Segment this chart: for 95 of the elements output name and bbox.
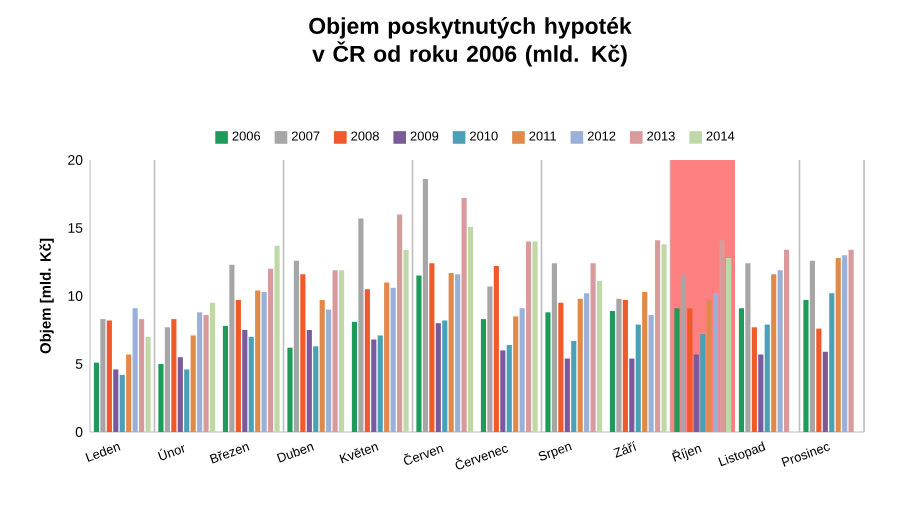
bar xyxy=(661,244,667,432)
bar xyxy=(764,324,770,432)
bar xyxy=(93,362,100,432)
bar xyxy=(706,300,712,432)
bar xyxy=(738,308,745,432)
bar xyxy=(842,255,848,432)
bar xyxy=(197,312,203,432)
bar xyxy=(248,336,254,432)
bar xyxy=(119,374,125,432)
bar xyxy=(700,334,706,432)
bar xyxy=(500,350,506,432)
bar xyxy=(713,293,719,432)
bar xyxy=(751,327,757,432)
bar xyxy=(184,369,190,432)
bar xyxy=(171,319,177,432)
bar xyxy=(255,290,261,432)
bar xyxy=(190,335,196,432)
bar xyxy=(758,354,764,432)
bar xyxy=(480,319,487,432)
bar xyxy=(384,282,390,432)
bar xyxy=(416,275,422,432)
bar xyxy=(564,358,570,432)
bar xyxy=(351,321,358,432)
bar xyxy=(467,226,474,432)
bar xyxy=(622,300,628,432)
bar xyxy=(364,289,370,432)
bar xyxy=(442,320,448,432)
bar xyxy=(274,245,280,432)
bar xyxy=(655,240,661,432)
bar xyxy=(177,357,183,432)
bar xyxy=(261,291,267,432)
bar xyxy=(139,319,145,432)
bar xyxy=(397,214,403,432)
bar xyxy=(455,274,461,432)
bar xyxy=(268,268,274,432)
bar xyxy=(126,354,132,432)
bar xyxy=(113,369,119,432)
bar xyxy=(635,324,641,432)
bar xyxy=(835,257,841,432)
bar xyxy=(590,263,596,432)
bar xyxy=(429,263,435,432)
bar xyxy=(222,325,229,432)
bar xyxy=(377,335,383,432)
bar xyxy=(648,315,654,432)
bar xyxy=(371,339,377,432)
bar xyxy=(158,364,164,432)
bar xyxy=(629,358,635,432)
bar xyxy=(326,309,332,432)
bar xyxy=(209,302,216,432)
bar xyxy=(725,257,732,432)
bar xyxy=(829,293,835,432)
bar xyxy=(506,344,512,432)
bar xyxy=(719,240,725,432)
bar xyxy=(132,308,138,432)
bar xyxy=(332,270,338,432)
bar xyxy=(513,316,519,432)
bar xyxy=(642,291,648,432)
bar xyxy=(338,270,345,432)
bar xyxy=(461,198,467,432)
bar xyxy=(693,354,699,432)
bar xyxy=(571,340,577,432)
bar xyxy=(816,328,822,432)
bar xyxy=(145,336,151,432)
bar xyxy=(771,274,777,432)
bar xyxy=(784,249,790,432)
bar xyxy=(235,300,241,432)
bar xyxy=(403,249,409,432)
bar xyxy=(777,270,783,432)
bar xyxy=(596,281,603,432)
bar xyxy=(435,323,441,432)
bar xyxy=(577,298,583,432)
bar xyxy=(448,272,454,432)
bar xyxy=(106,320,112,432)
bar xyxy=(822,351,828,432)
bar xyxy=(545,312,551,432)
bar xyxy=(306,330,312,432)
bar xyxy=(848,249,854,432)
chart-title: Objem poskytnutých hypoték v ČR od roku 2006 (mld. Kč) xyxy=(309,17,632,67)
bar xyxy=(319,300,325,432)
bar xyxy=(519,308,525,432)
bar xyxy=(493,266,499,432)
bar xyxy=(242,330,248,432)
bar xyxy=(609,310,616,432)
bar xyxy=(300,274,306,432)
bar xyxy=(532,241,538,432)
bar xyxy=(803,300,809,432)
bar xyxy=(287,347,293,432)
bar xyxy=(687,308,693,432)
bar xyxy=(526,241,532,432)
bar xyxy=(390,287,396,432)
bar xyxy=(584,293,590,432)
bar xyxy=(558,302,564,432)
bar xyxy=(313,346,319,432)
bar xyxy=(203,315,209,432)
bar xyxy=(674,308,680,432)
